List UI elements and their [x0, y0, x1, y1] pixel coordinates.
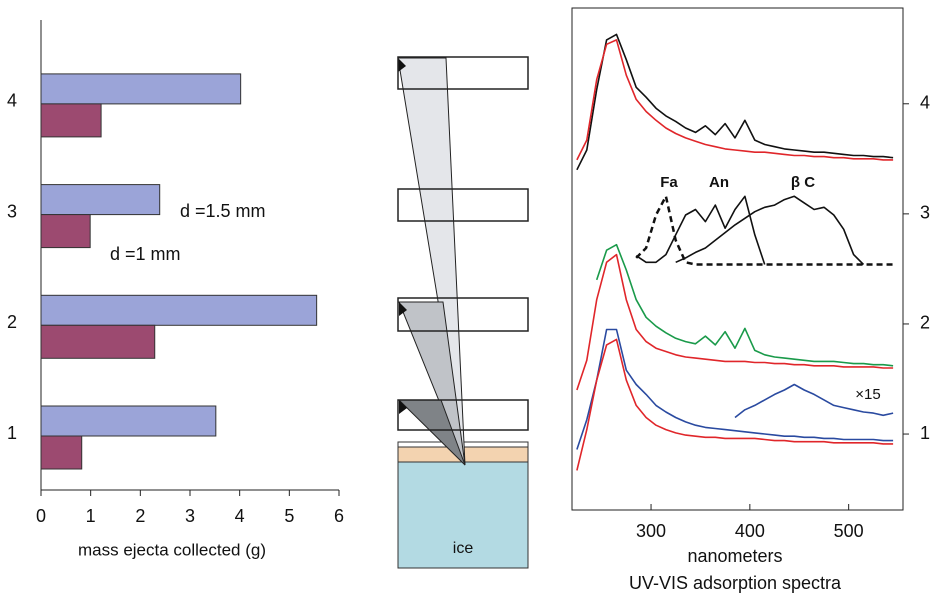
ice-label: ice: [453, 540, 474, 557]
spectrum-line: [675, 195, 865, 266]
x-axis-label: mass ejecta collected (g): [78, 540, 266, 559]
ice-diagram: ice: [397, 56, 529, 569]
collector-plate: [397, 56, 529, 90]
arrow-head: [399, 400, 407, 414]
x-tick-label: 5: [284, 506, 294, 526]
x-tick-label: 6: [334, 506, 344, 526]
spectrum-line: [576, 338, 894, 471]
arrow-head: [398, 58, 406, 72]
bar: [40, 184, 161, 216]
collector-plate: [397, 297, 529, 332]
y-tick-label: 4: [920, 93, 930, 113]
bar: [40, 405, 217, 437]
spectrum-line: [635, 195, 766, 265]
subtitle: UV-VIS adsorption spectra: [629, 573, 842, 593]
y-tick-label: 4: [7, 91, 17, 111]
ice-block: [397, 461, 529, 569]
x-tick-label: 4: [235, 506, 245, 526]
bar: [40, 214, 91, 249]
legend-label: d =1 mm: [110, 244, 181, 264]
spectrum-line: [576, 253, 894, 391]
y-tick-label: 3: [7, 201, 17, 221]
bar: [40, 435, 83, 470]
bar: [40, 103, 102, 138]
x-tick-label: 500: [834, 521, 864, 541]
series-label: β C: [791, 174, 815, 191]
x-tick-label: 2: [135, 506, 145, 526]
y-tick-label: 1: [7, 423, 17, 443]
series-label: An: [709, 174, 729, 191]
collector-plate: [397, 399, 529, 431]
x-tick-label: 400: [735, 521, 765, 541]
arrow-head: [399, 302, 407, 316]
series-label: ×15: [855, 386, 880, 403]
x-tick-label: 0: [36, 506, 46, 526]
legend-label: d =1.5 mm: [180, 201, 266, 221]
y-tick-label: 3: [920, 203, 930, 223]
bar: [40, 73, 242, 105]
collector-plate: [397, 188, 529, 222]
spectrum-line: [576, 33, 894, 171]
spectrum-line: [595, 243, 894, 367]
series-label: Fa: [660, 174, 678, 191]
y-tick-label: 2: [920, 313, 930, 333]
spectrum-line: [734, 383, 894, 419]
spectrum-line: [576, 39, 894, 161]
spectrum-line: [576, 328, 894, 450]
spectrum-line: [635, 195, 894, 266]
x-tick-label: 1: [86, 506, 96, 526]
y-tick-label: 2: [7, 312, 17, 332]
x-axis-label: nanometers: [687, 546, 782, 566]
plot-frame: [571, 7, 904, 511]
x-tick-label: 300: [636, 521, 666, 541]
y-tick-label: 1: [920, 423, 930, 443]
bar: [40, 294, 318, 326]
bar: [40, 324, 156, 359]
x-tick-label: 3: [185, 506, 195, 526]
